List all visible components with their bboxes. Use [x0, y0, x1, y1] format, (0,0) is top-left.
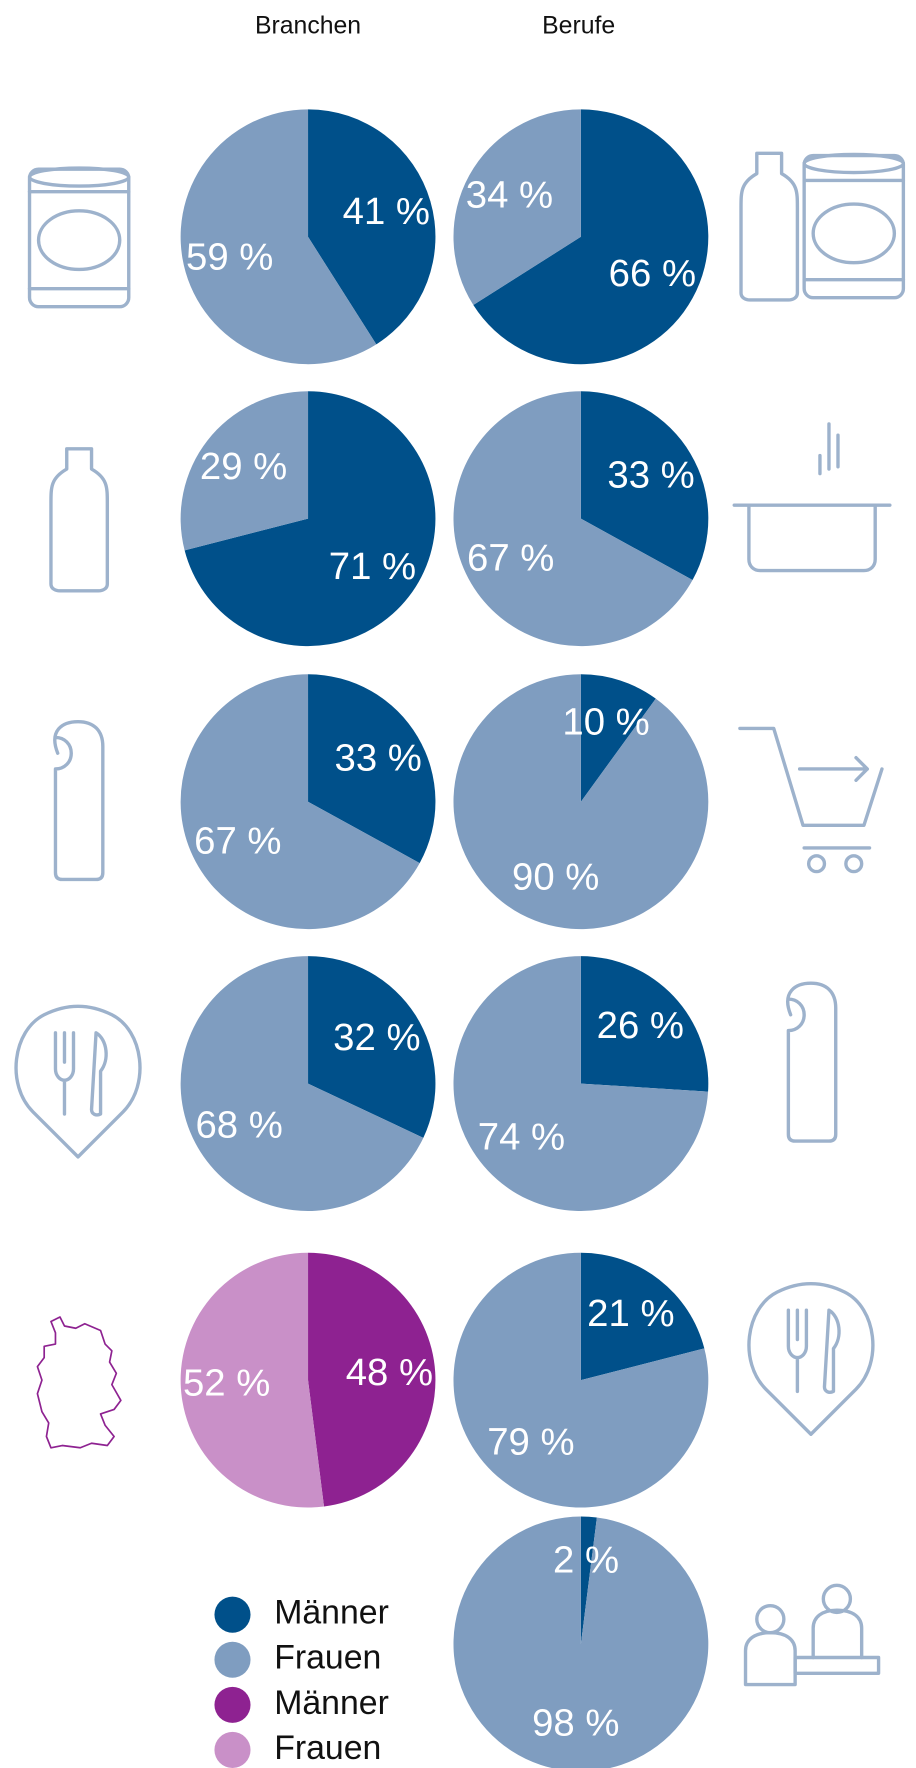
pie-slice — [580, 391, 709, 581]
pot-icon — [732, 422, 892, 573]
value-label: 68 % — [195, 1103, 282, 1146]
value-label: 59 % — [186, 236, 273, 279]
pie-slice — [308, 674, 436, 864]
pie-slice — [308, 109, 436, 345]
legend-label: Frauen — [274, 1639, 381, 1677]
pie-slice — [453, 1516, 709, 1768]
value-label: 79 % — [487, 1421, 574, 1464]
pie-slice — [453, 1252, 709, 1508]
pie-slice — [308, 956, 436, 1138]
column-header: Branchen — [255, 13, 361, 40]
germany-map-icon — [36, 1316, 122, 1449]
pie-slice — [453, 956, 709, 1211]
pie-slice — [580, 956, 709, 1092]
icons — [14, 151, 906, 1687]
value-label: 48 % — [346, 1351, 433, 1394]
value-label: 74 % — [478, 1116, 565, 1159]
legend-swatch — [214, 1641, 251, 1678]
value-label: 26 % — [597, 1004, 684, 1047]
value-label: 33 % — [335, 736, 422, 779]
pie-slice — [453, 109, 581, 306]
value-label: 90 % — [512, 855, 599, 898]
pie-slice — [453, 391, 693, 647]
pie-slice — [180, 956, 424, 1211]
pie-slice — [180, 109, 377, 365]
value-label: 10 % — [562, 700, 649, 743]
can-icon — [27, 166, 131, 309]
bottle-can-icon — [739, 151, 906, 302]
legend-label: Frauen — [274, 1729, 381, 1767]
legend-swatch — [214, 1686, 251, 1723]
legend-swatch — [214, 1596, 251, 1633]
legend-label: Männer — [274, 1684, 389, 1722]
value-label: 2 % — [553, 1539, 619, 1582]
value-label: 29 % — [200, 445, 287, 488]
column-header: Berufe — [542, 13, 615, 40]
value-label: 34 % — [466, 174, 553, 217]
pie-slice — [184, 391, 436, 647]
door-hanger-icon — [53, 719, 105, 882]
cart-icon — [738, 726, 884, 874]
value-label: 67 % — [467, 536, 554, 579]
value-label: 98 % — [532, 1701, 619, 1744]
value-label: 71 % — [329, 545, 416, 588]
pie-slice — [180, 1252, 325, 1508]
legend-label: Männer — [274, 1594, 389, 1632]
pie-slice — [473, 109, 709, 365]
value-label: 67 % — [194, 819, 281, 862]
value-label: 21 % — [587, 1292, 674, 1335]
pie-slice — [308, 1252, 436, 1507]
restaurant-icon — [14, 1004, 142, 1159]
value-label: 66 % — [609, 252, 696, 295]
pie-slice — [180, 674, 420, 930]
value-label: 32 % — [333, 1016, 420, 1059]
pie-slice — [180, 391, 309, 551]
pie-slice — [453, 674, 709, 930]
service-desk-icon — [743, 1583, 881, 1687]
value-label: 41 % — [343, 190, 430, 233]
value-label: 33 % — [607, 453, 694, 496]
pie-slice — [580, 1252, 705, 1381]
bottle-icon — [49, 447, 110, 593]
pie-slice — [580, 1516, 597, 1644]
pie-slice — [580, 674, 656, 802]
legend-swatch — [214, 1731, 251, 1768]
restaurant-icon — [747, 1282, 875, 1436]
value-label: 52 % — [183, 1361, 270, 1404]
door-hanger-icon — [786, 981, 838, 1143]
